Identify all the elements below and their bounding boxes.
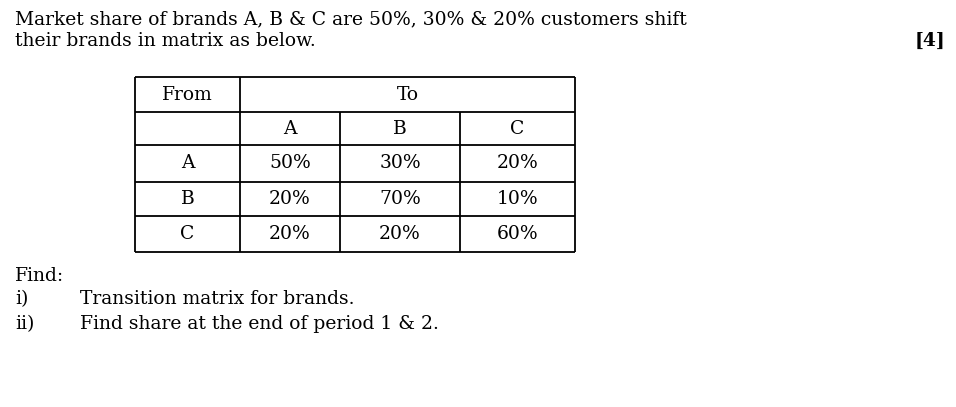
Text: 30%: 30% xyxy=(380,155,421,173)
Text: [4]: [4] xyxy=(914,32,945,50)
Text: 10%: 10% xyxy=(497,190,538,208)
Text: their brands in matrix as below.: their brands in matrix as below. xyxy=(15,32,315,50)
Text: Market share of brands A, B & C are 50%, 30% & 20% customers shift: Market share of brands A, B & C are 50%,… xyxy=(15,10,686,28)
Text: 50%: 50% xyxy=(270,155,311,173)
Text: To: To xyxy=(397,85,419,103)
Text: 20%: 20% xyxy=(270,190,311,208)
Text: From: From xyxy=(163,85,213,103)
Text: Find share at the end of period 1 & 2.: Find share at the end of period 1 & 2. xyxy=(80,315,439,333)
Text: B: B xyxy=(181,190,194,208)
Text: 20%: 20% xyxy=(496,155,538,173)
Text: Find:: Find: xyxy=(15,267,64,285)
Text: Transition matrix for brands.: Transition matrix for brands. xyxy=(80,290,355,308)
Text: A: A xyxy=(283,120,296,138)
Text: i): i) xyxy=(15,290,29,308)
Text: 20%: 20% xyxy=(270,225,311,243)
Text: A: A xyxy=(181,155,194,173)
Text: ii): ii) xyxy=(15,315,34,333)
Text: C: C xyxy=(181,225,195,243)
Text: 70%: 70% xyxy=(380,190,421,208)
Text: 20%: 20% xyxy=(380,225,421,243)
Text: B: B xyxy=(393,120,407,138)
Text: C: C xyxy=(511,120,525,138)
Text: 60%: 60% xyxy=(497,225,538,243)
